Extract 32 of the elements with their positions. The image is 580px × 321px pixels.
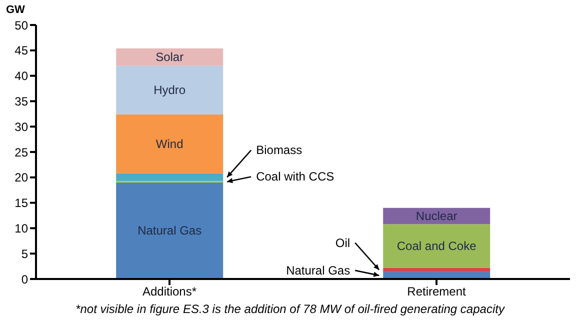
text: Natural Gas [286, 263, 350, 278]
bar [383, 224, 490, 268]
y-tick-label: 40 [14, 69, 28, 84]
series-label: Nuclear [416, 209, 458, 224]
bar [116, 66, 224, 114]
series-label: Coal and Coke [396, 238, 477, 253]
bar [116, 182, 224, 279]
y-tick-label: 10 [14, 221, 28, 236]
series-label: Solar [156, 50, 184, 64]
text: Coal with CCS [256, 170, 334, 184]
bar [116, 48, 224, 66]
text: Oil [335, 236, 350, 250]
y-tick-label: 35 [14, 94, 28, 108]
bar [116, 173, 224, 181]
y-tick-label: 50 [14, 18, 28, 32]
text: *not visible in figure ES.3 is the addition of 78 MW of oil-fired generating capacity [74, 302, 506, 316]
y-tick-label: 20 [14, 170, 28, 185]
series-label: Hydro [154, 83, 186, 98]
y-tick-label: 5 [21, 246, 28, 261]
y-axis-title: GW [6, 4, 25, 16]
y-tick-label: 15 [14, 196, 28, 210]
x-tick-label: Retirement [407, 284, 467, 299]
bar [383, 268, 490, 272]
y-tick-label: 45 [14, 44, 28, 58]
bar [116, 114, 224, 174]
x-tick-label: Additions* [142, 284, 197, 299]
series-label: Natural Gas [138, 224, 202, 238]
text: Biomass [256, 143, 302, 158]
y-tick-label: 30 [14, 120, 28, 134]
series-label: Wind [156, 136, 184, 151]
y-tick-label: 0 [21, 272, 28, 286]
y-tick-label: 25 [14, 145, 28, 160]
